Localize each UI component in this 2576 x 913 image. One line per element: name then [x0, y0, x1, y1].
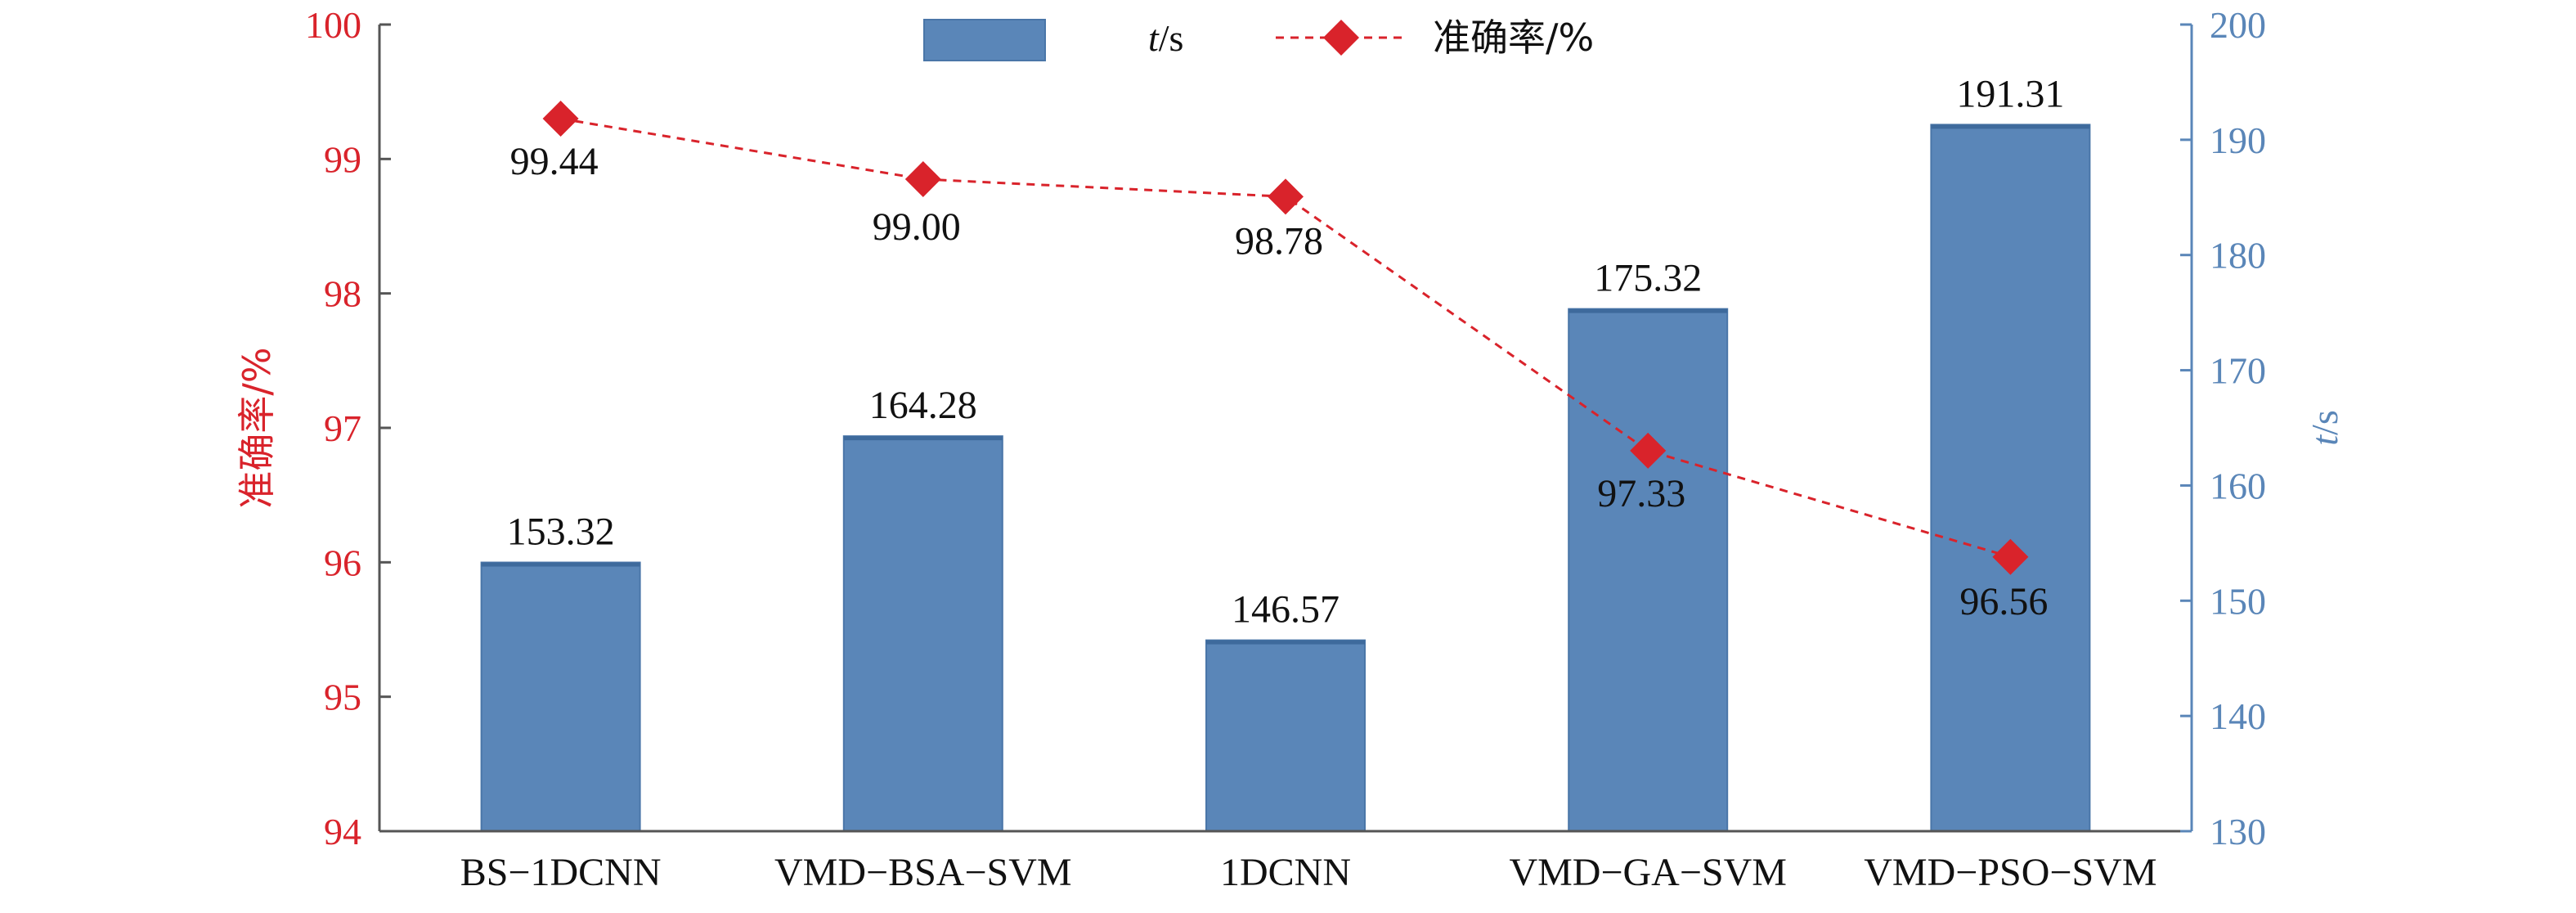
accuracy-point-1 [542, 101, 579, 137]
right-axis-title: t/s [2304, 410, 2345, 445]
left-tick-label-97: 97 [324, 407, 361, 449]
accuracy-value-label-4: 97.33 [1597, 472, 1685, 515]
left-tick-label-98: 98 [324, 273, 361, 315]
right-tick-label-140: 140 [2210, 695, 2266, 737]
accuracy-point-5 [1992, 538, 2029, 575]
accuracy-value-label-2: 99.00 [873, 205, 961, 249]
category-label-4: VMD−GA−SVM [1509, 851, 1787, 894]
bar-value-label-3: 146.57 [1232, 588, 1340, 632]
accuracy-value-label-5: 96.56 [1959, 580, 2048, 623]
left-tick-label-99: 99 [324, 138, 361, 180]
legend-diamond-marker [1323, 20, 1359, 56]
labels-layer: 153.32 164.28 146.57 175.32 191.31 99.44 99.00… [507, 72, 2065, 631]
bar-top-edge-1 [481, 562, 640, 567]
bar-value-label-4: 175.32 [1594, 257, 1702, 300]
bar-value-label-2: 164.28 [869, 384, 977, 427]
bar-value-label-5: 191.31 [1956, 72, 2064, 115]
accuracy-line [560, 117, 2011, 559]
legend-line-label: 准确率/% [1433, 16, 1594, 60]
accuracy-value-label-3: 98.78 [1235, 219, 1323, 263]
bar-top-edge-2 [843, 436, 1003, 441]
legend: t/s 准确率/% [923, 16, 1594, 61]
accuracy-point-3 [1268, 178, 1304, 215]
axes-layer: 94 95 96 97 98 99 100 130 140 150 160 170 180 190 200 B… [235, 4, 2345, 894]
bar-4 [1568, 308, 1729, 832]
right-tick-label-150: 150 [2210, 580, 2266, 622]
right-tick-label-180: 180 [2210, 235, 2266, 277]
category-label-5: VMD−PSO−SVM [1864, 851, 2156, 894]
bar-top-edge-3 [1206, 640, 1365, 645]
right-tick-label-190: 190 [2210, 119, 2266, 161]
category-label-3: 1DCNN [1220, 851, 1351, 894]
bar-1 [480, 561, 641, 832]
bar-3 [1205, 639, 1366, 833]
left-tick-label-96: 96 [324, 542, 361, 583]
accuracy-point-4 [1630, 432, 1667, 469]
category-label-1: BS−1DCNN [460, 851, 662, 894]
right-tick-label-130: 130 [2210, 811, 2266, 852]
bar-top-edge-5 [1931, 124, 2090, 129]
right-tick-label-160: 160 [2210, 465, 2266, 506]
bar-5 [1930, 124, 2091, 833]
bar-top-edge-4 [1568, 308, 1728, 313]
bar-2 [842, 435, 1003, 832]
category-label-2: VMD−BSA−SVM [774, 851, 1072, 894]
accuracy-point-2 [904, 160, 941, 197]
accuracy-line-layer [542, 101, 2029, 575]
left-tick-label-94: 94 [324, 811, 361, 852]
legend-bar-swatch [923, 19, 1046, 61]
right-tick-label-170: 170 [2210, 350, 2266, 392]
left-axis-title: 准确率/% [235, 347, 279, 508]
legend-bar-label: t/s [1148, 17, 1183, 59]
right-tick-label-200: 200 [2210, 4, 2266, 46]
bar-value-label-1: 153.32 [507, 510, 615, 554]
left-tick-label-95: 95 [324, 677, 361, 718]
left-tick-label-100: 100 [305, 4, 361, 46]
accuracy-value-label-1: 99.44 [510, 140, 599, 183]
